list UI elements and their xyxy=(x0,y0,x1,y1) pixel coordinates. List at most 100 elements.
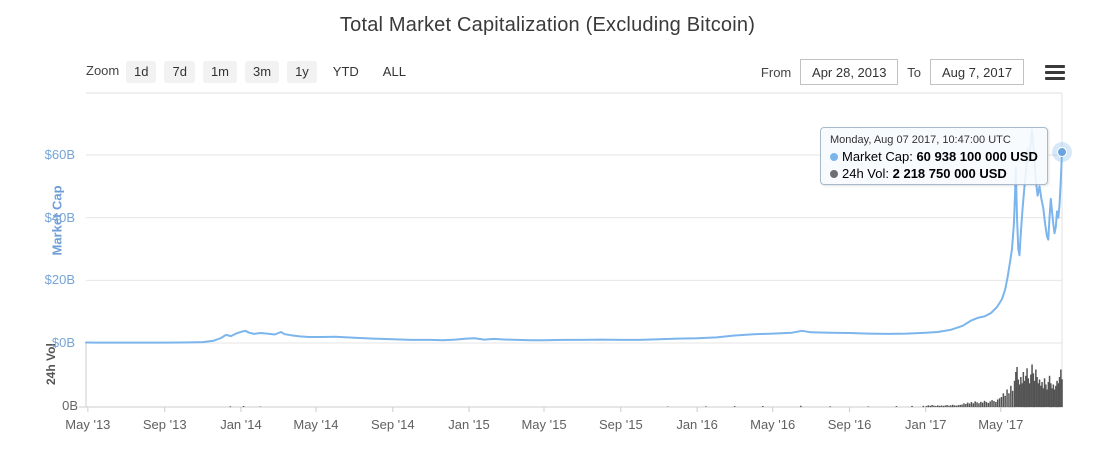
volume-bar xyxy=(1056,380,1058,408)
volume-bar xyxy=(985,402,988,407)
volume-bar xyxy=(950,405,952,408)
tooltip-timestamp: Monday, Aug 07 2017, 10:47:00 UTC xyxy=(830,134,1011,146)
volume-bar xyxy=(1028,383,1031,408)
to-label: To xyxy=(907,64,921,80)
volume-bar xyxy=(937,405,939,407)
volume-bar xyxy=(981,402,984,407)
volume-bar xyxy=(966,402,969,407)
volume-bar xyxy=(1016,367,1018,407)
volume-bar xyxy=(983,400,986,408)
from-label: From xyxy=(760,64,792,80)
y-axis-label: $60B xyxy=(44,147,75,162)
zoom-button-1m[interactable]: 1m xyxy=(202,61,237,83)
zoom-button-all[interactable]: ALL xyxy=(382,64,406,79)
chart-title: Total Market Capitalization (Excluding B… xyxy=(339,14,756,36)
volume-bar xyxy=(229,406,232,408)
zoom-button-7d[interactable]: 7d xyxy=(164,61,195,83)
volume-bar xyxy=(1006,389,1008,407)
volume-bar xyxy=(1042,388,1045,408)
x-axis-label: May '13 xyxy=(65,417,111,432)
x-axis-label: Jan '14 xyxy=(220,417,262,432)
zoom-button-1d[interactable]: 1d xyxy=(126,61,157,83)
volume-bar xyxy=(1035,369,1037,407)
zoom-label: Zoom xyxy=(86,63,120,78)
hamburger-bar xyxy=(1045,76,1065,80)
volume-bar xyxy=(965,404,967,407)
tooltip-volume-value: 2 218 750 000 USD xyxy=(892,166,1007,181)
x-axis-label: May '15 xyxy=(521,417,567,432)
volume-bar xyxy=(1055,385,1057,408)
from-date-input[interactable] xyxy=(800,59,899,85)
tooltip-volume-label: 24h Vol: xyxy=(842,166,889,181)
volume-bar xyxy=(957,405,960,407)
volume-bar xyxy=(1021,383,1023,408)
volume-bar xyxy=(998,398,1001,408)
zoom-button-1y[interactable]: 1y xyxy=(287,61,317,83)
x-axis-label: May '14 xyxy=(293,417,339,432)
volume-bar xyxy=(925,405,928,407)
volume-bar xyxy=(1053,389,1056,407)
volume-bar xyxy=(942,405,945,408)
volume-bar xyxy=(1036,377,1038,407)
volume-bar xyxy=(1045,384,1047,407)
volume-bar xyxy=(933,405,935,407)
volume-bar xyxy=(1027,378,1030,407)
tooltip-market-cap-row: Market Cap: 60 938 100 000 USD xyxy=(830,148,1038,165)
volume-bar xyxy=(1025,375,1027,408)
volume-bar xyxy=(978,403,980,408)
chart-toolbar: Zoom 1d 7d 1m 3m 1y YTD ALL From To xyxy=(0,58,1095,86)
volume-bar xyxy=(931,405,933,407)
volume-bar xyxy=(944,405,946,407)
volume-bar xyxy=(1047,382,1050,407)
x-axis-label: Jan '16 xyxy=(676,417,718,432)
zoom-button-ytd[interactable]: YTD xyxy=(332,64,359,79)
volume-bar xyxy=(940,405,943,407)
volume-bar xyxy=(667,406,669,407)
volume-bar xyxy=(867,406,870,407)
volume-bar xyxy=(1004,395,1006,408)
volume-bar xyxy=(1002,393,1005,408)
x-axis-label: Jan '17 xyxy=(905,417,947,432)
volume-bar xyxy=(1040,385,1042,408)
volume-bar xyxy=(1033,380,1036,408)
volume-bar xyxy=(996,399,999,407)
hamburger-bar xyxy=(1045,70,1065,74)
volume-bar xyxy=(1051,388,1053,408)
volume-bar xyxy=(1017,379,1020,407)
volume-bar xyxy=(800,405,802,408)
volume-bar xyxy=(948,405,950,407)
volume-bar xyxy=(935,405,937,407)
volume-bar xyxy=(733,406,736,407)
volume-bar xyxy=(1008,393,1010,408)
volume-bar xyxy=(993,401,995,407)
volume-bar xyxy=(1020,377,1022,407)
volume-bar xyxy=(1057,383,1060,408)
volume-bar xyxy=(762,406,764,407)
volume-bar xyxy=(963,403,965,408)
volume-bar xyxy=(974,401,976,407)
market-cap-series-dot-icon xyxy=(830,153,838,161)
volume-bar xyxy=(987,403,990,407)
volume-bar xyxy=(938,405,941,408)
zoom-button-3m[interactable]: 3m xyxy=(245,61,280,83)
volume-bar xyxy=(989,401,991,407)
chart-tooltip: Monday, Aug 07 2017, 10:47:00 UTC Market… xyxy=(820,127,1048,185)
x-axis-label: Sep '16 xyxy=(827,417,872,432)
volume-bar xyxy=(259,406,262,407)
volume-bar xyxy=(1031,364,1033,407)
volume-axis-zero-label: 0B xyxy=(62,398,78,413)
volume-bar xyxy=(1022,372,1025,407)
to-date-input[interactable] xyxy=(930,59,1024,85)
selected-point-marker[interactable] xyxy=(1057,147,1067,158)
volume-bar xyxy=(1000,397,1003,407)
y-axis-label: $0B xyxy=(51,335,75,350)
hamburger-menu-icon[interactable] xyxy=(1045,64,1065,80)
volume-bar xyxy=(955,405,958,407)
volume-bar xyxy=(991,400,993,407)
volume-bar xyxy=(1048,375,1051,408)
volume-bar xyxy=(1026,368,1028,408)
x-axis-label: Sep '13 xyxy=(142,417,187,432)
volume-bar xyxy=(1038,379,1041,407)
